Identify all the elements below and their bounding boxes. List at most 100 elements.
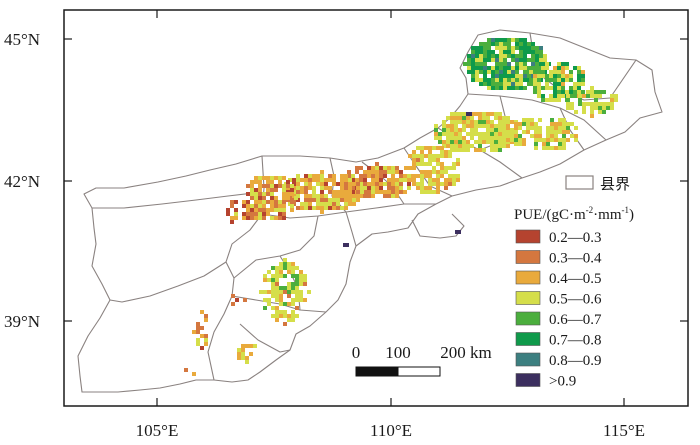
pue-pixel [282,216,286,220]
pue-pixel [499,38,503,42]
pue-pixel [574,126,578,130]
pue-pixel [562,118,566,122]
pue-pixel [379,166,383,170]
pue-pixel [320,182,324,186]
pue-pixel [561,74,565,78]
pue-pixel [448,182,452,186]
pue-pixel [502,124,506,128]
pue-pixel [242,204,246,208]
pue-pixel [569,74,573,78]
pue-pixel [308,206,312,210]
pue-pixel [412,158,416,162]
pue-pixel [295,278,299,282]
pue-pixel [495,74,499,78]
pue-pixel [316,202,320,206]
pue-pixel [246,204,250,208]
pue-pixel [471,78,475,82]
pue-pixel [610,98,614,102]
pue-pixel [507,66,511,70]
pue-pixel [287,282,291,286]
pue-pixel [590,106,594,110]
pue-pixel [312,186,316,190]
pue-pixel [490,124,494,128]
pue-pixel [537,74,541,78]
pue-pixel [545,62,549,66]
pue-pixel [242,212,246,216]
pue-pixel [296,190,300,194]
pue-pixel [534,138,538,142]
pue-pixel [291,274,295,278]
pue-pixel [375,174,379,178]
pue-pixel [557,70,561,74]
pue-pixel [482,140,486,144]
pue-pixel [266,212,270,216]
pue-pixel [519,42,523,46]
pue-pixel [499,74,503,78]
pue-pixel [241,356,245,360]
pue-pixel [371,182,375,186]
pue-pixel [478,132,482,136]
pue-pixel [529,78,533,82]
pue-pixel [250,192,254,196]
pue-pixel [275,282,279,286]
pue-pixel [444,166,448,170]
legend-swatch-6 [515,352,541,367]
pue-pixel [436,158,440,162]
pue-pixel [454,144,458,148]
pue-pixel [498,140,502,144]
pue-pixel [274,188,278,192]
pue-pixel [391,182,395,186]
pue-pixel [456,158,460,162]
pue-pixel [296,174,300,178]
pue-pixel [474,120,478,124]
pue-pixel [292,178,296,182]
pue-pixel [234,212,238,216]
pue-pixel [444,178,448,182]
pue-pixel [231,302,235,306]
pue-pixel [287,286,291,290]
pue-pixel [479,82,483,86]
pue-pixel [367,194,371,198]
pue-pixel [553,82,557,86]
pue-pixel [511,38,515,42]
pue-pixel [403,174,407,178]
pue-pixel [466,148,470,152]
pue-pixel [243,298,247,302]
pue-pixel [295,274,299,278]
pue-pixel [196,322,200,326]
pue-pixel [470,136,474,140]
pue-pixel [344,198,348,202]
pue-pixel [491,38,495,42]
pue-pixel [486,140,490,144]
pue-pixel [494,112,498,116]
pue-pixel [519,38,523,42]
pue-pixel [291,310,295,314]
pue-pixel [490,136,494,140]
pue-pixel [514,130,518,134]
pue-pixel [557,62,561,66]
pue-pixel [291,286,295,290]
pue-pixel [324,198,328,202]
pue-pixel [434,136,438,140]
pue-pixel [570,134,574,138]
pue-pixel [490,140,494,144]
pue-pixel [515,54,519,58]
pue-pixel [371,186,375,190]
pue-pixel [343,243,349,247]
pue-pixel [246,200,250,204]
pue-pixel [352,182,356,186]
pue-pixel [553,70,557,74]
pue-pixel [348,198,352,202]
pue-pixel [312,174,316,178]
pue-pixel [320,194,324,198]
pue-pixel [531,66,535,70]
pue-pixel [466,112,472,116]
pue-pixel [287,314,291,318]
pue-pixel [502,144,506,148]
pue-pixel [355,166,359,170]
pue-pixel [462,124,466,128]
pue-pixel [507,70,511,74]
pue-pixel [495,54,499,58]
pue-pixel [428,186,432,190]
pue-pixel [487,78,491,82]
